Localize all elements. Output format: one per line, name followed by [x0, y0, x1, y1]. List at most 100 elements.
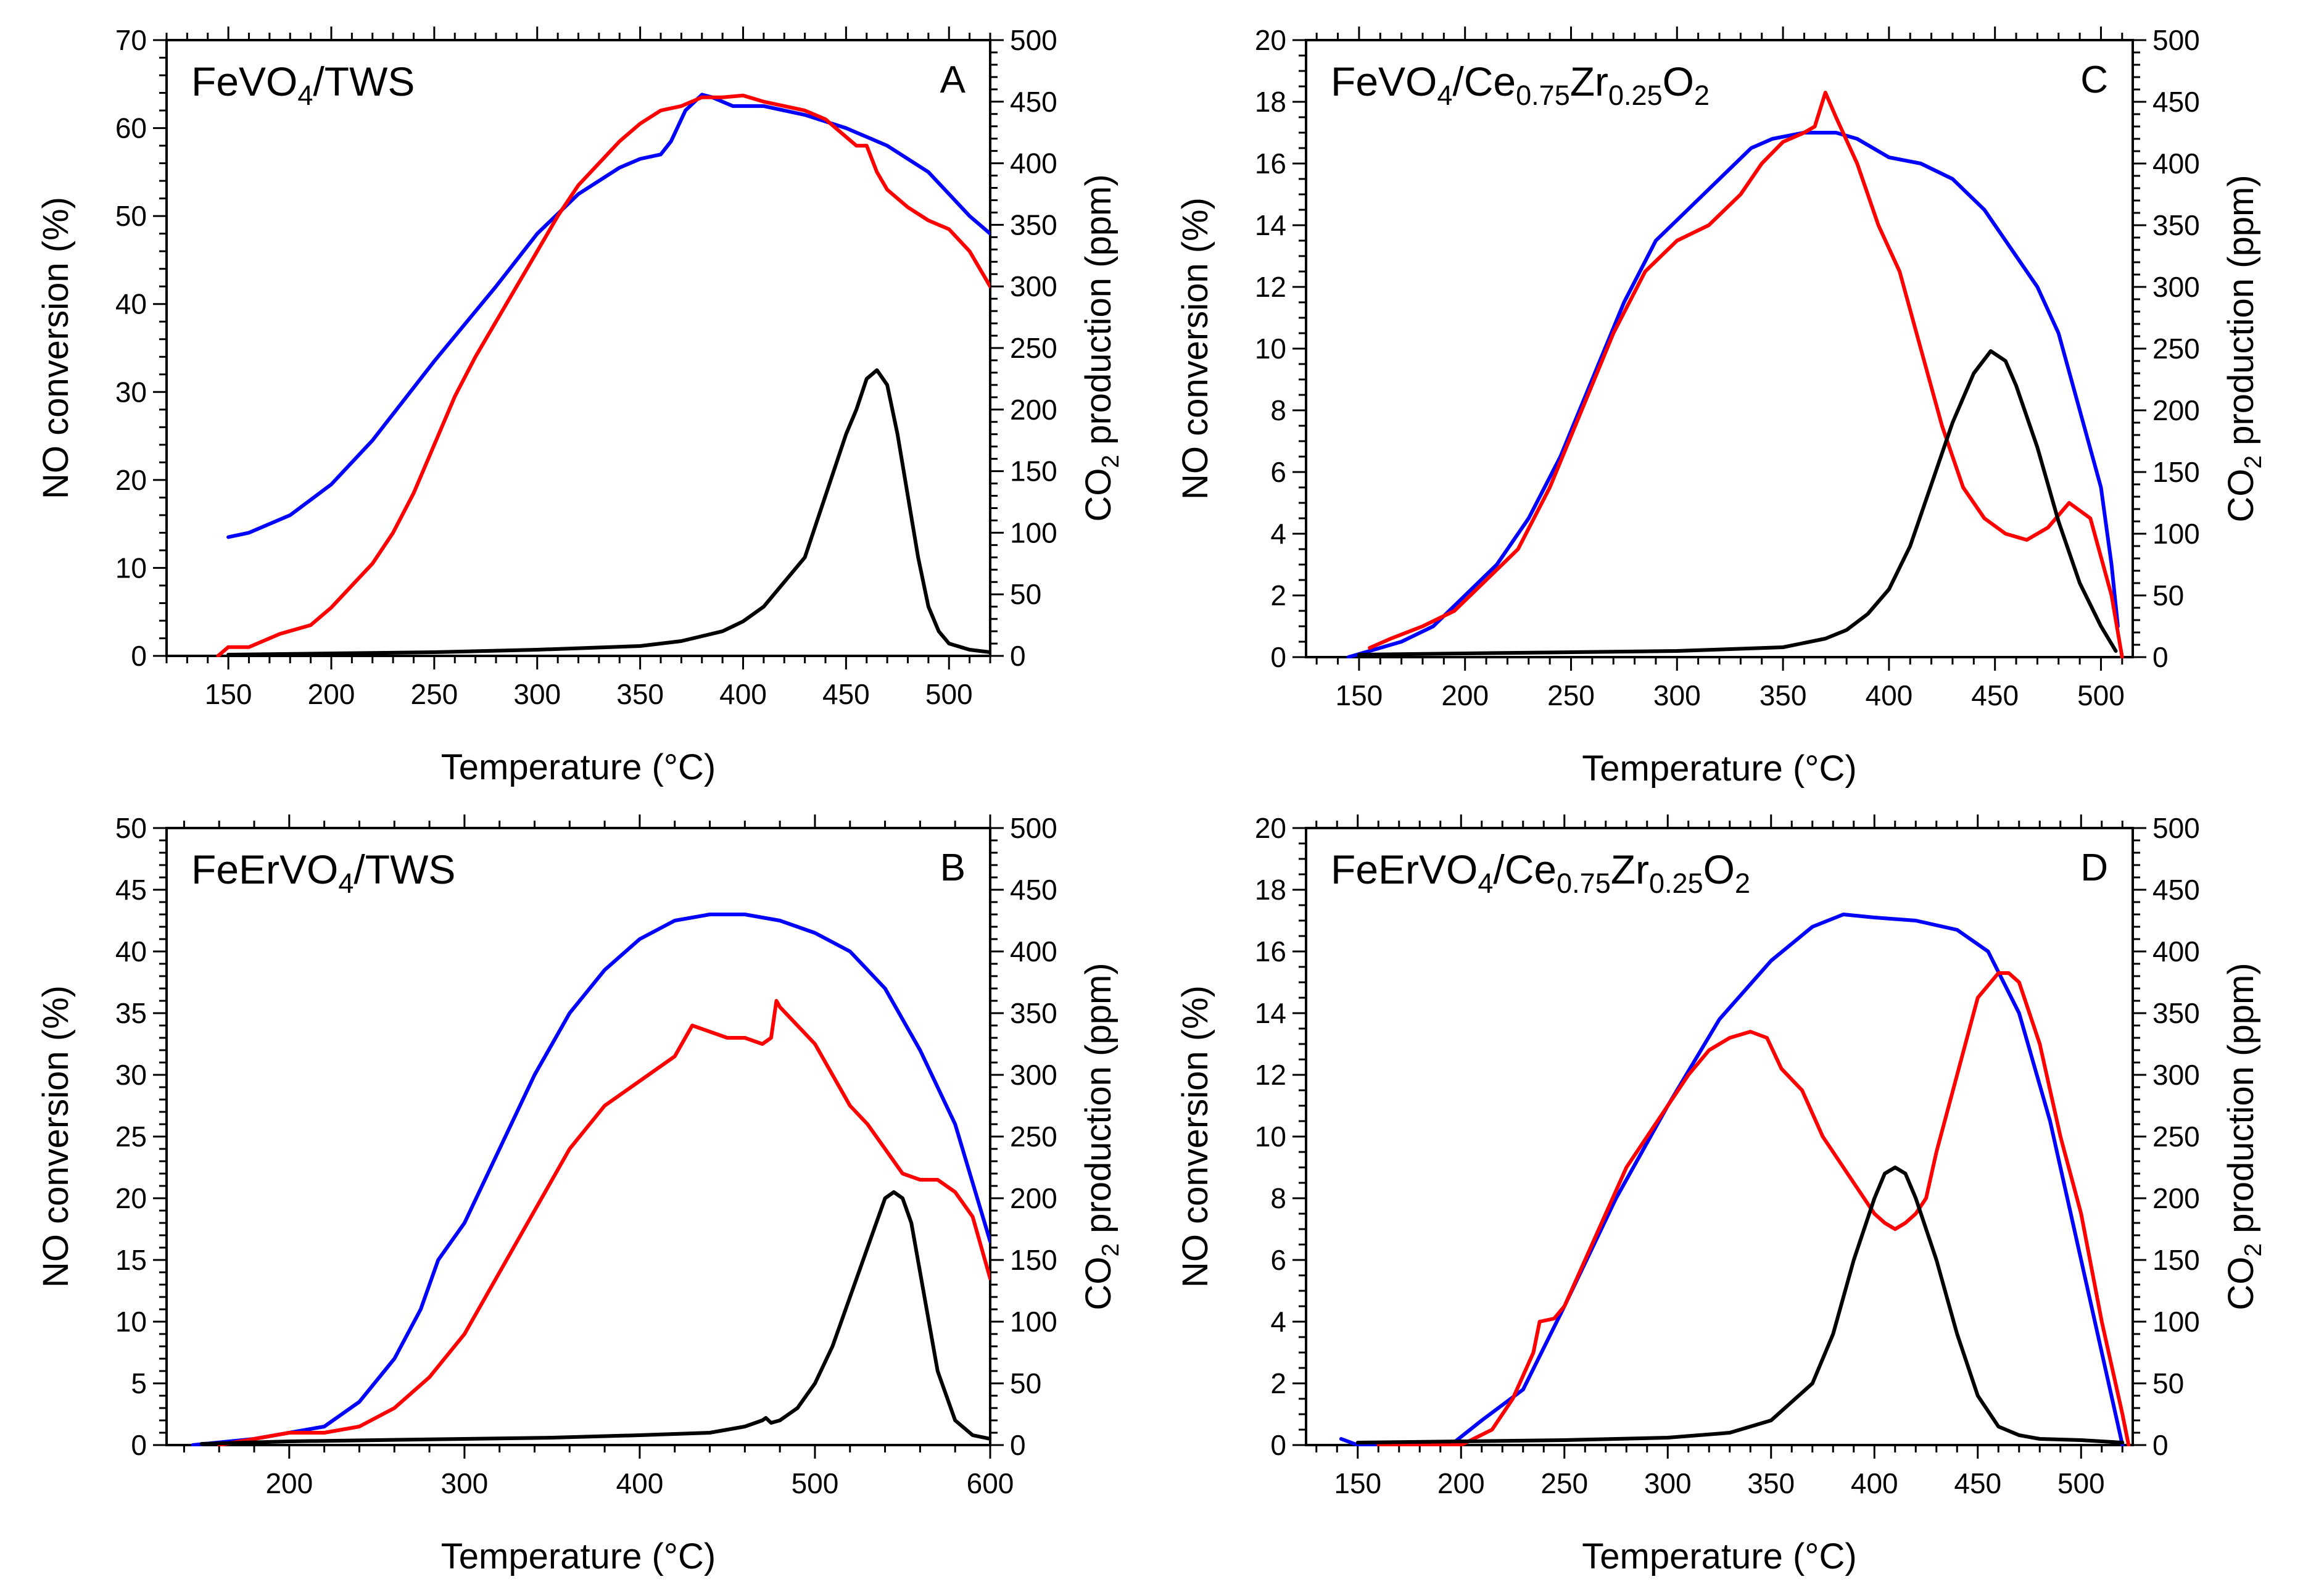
x-tick-label: 300 — [1653, 679, 1701, 711]
y-tick-label: 5 — [131, 1367, 147, 1399]
y-tick-label: 12 — [1255, 271, 1286, 303]
x-tick-label: 200 — [1441, 679, 1489, 711]
y-tick-label: 8 — [1270, 1182, 1286, 1214]
y2-tick-label: 250 — [2152, 333, 2200, 365]
y-tick-label: 40 — [115, 288, 147, 320]
panel-letter: B — [940, 847, 966, 889]
panel-title: FeErVO4​/Ce0.75​Zr0.25​O2​ — [1331, 847, 1750, 899]
x-tick-label: 300 — [440, 1467, 488, 1499]
y-tick-label: 12 — [1255, 1059, 1286, 1091]
y2-tick-label: 500 — [1010, 812, 1057, 844]
plot-frame — [165, 39, 991, 657]
y2-tick-label: 150 — [2152, 1244, 2200, 1276]
panel-letter: C — [2080, 59, 2108, 101]
y2-tick-label: 200 — [1010, 1182, 1057, 1214]
y-tick-label: 18 — [1255, 874, 1286, 906]
y-tick-label: 10 — [115, 552, 147, 584]
y2-tick-label: 150 — [1010, 1244, 1057, 1276]
plot-frame — [1305, 827, 2134, 1446]
y-tick-label: 20 — [1255, 812, 1286, 844]
y2-tick-label: 500 — [2152, 24, 2200, 56]
x-tick-label: 200 — [265, 1467, 313, 1499]
y-tick-label: 30 — [115, 1059, 147, 1091]
y-axis-label: NO conversion (%) — [36, 197, 76, 499]
x-axis-label: Temperature (°C) — [441, 747, 716, 787]
y-tick-label: 10 — [115, 1306, 147, 1338]
y-tick-label: 0 — [131, 640, 147, 672]
x-tick-label: 300 — [1644, 1467, 1692, 1499]
y-axis-label: NO conversion (%) — [36, 985, 76, 1288]
y-tick-label: 0 — [1270, 641, 1286, 673]
y2-tick-label: 200 — [2152, 1182, 2200, 1214]
y2-tick-label: 450 — [2152, 874, 2200, 906]
y2-tick-label: 350 — [1010, 997, 1057, 1029]
x-tick-label: 200 — [308, 678, 355, 710]
x-axis-label: Temperature (°C) — [1582, 748, 1856, 789]
y2-tick-label: 400 — [1010, 935, 1057, 967]
y2-tick-label: 300 — [2152, 1059, 2200, 1091]
y2-tick-label: 400 — [1010, 147, 1057, 180]
y2-tick-label: 350 — [1010, 209, 1057, 241]
y2-tick-label: 450 — [2152, 86, 2200, 118]
y-tick-label: 2 — [1270, 1367, 1286, 1399]
series-line-black — [226, 368, 990, 657]
y2-tick-label: 100 — [2152, 1306, 2200, 1338]
y2-tick-label: 250 — [2152, 1121, 2200, 1153]
y-tick-label: 40 — [115, 935, 147, 967]
y-tick-label: 6 — [1270, 456, 1286, 488]
x-tick-label: 400 — [616, 1467, 664, 1499]
y-tick-label: 35 — [115, 997, 147, 1029]
x-tick-label: 150 — [1334, 1467, 1381, 1499]
y2-tick-label: 450 — [1010, 86, 1057, 118]
y-tick-label: 50 — [115, 200, 147, 232]
y2-tick-label: 50 — [2152, 1367, 2184, 1399]
x-tick-label: 400 — [1865, 679, 1913, 711]
y-tick-label: 15 — [115, 1244, 147, 1276]
series-group — [1339, 913, 2131, 1446]
panel-letter: D — [2080, 847, 2108, 889]
y-axis-label: NO conversion (%) — [1175, 985, 1215, 1288]
x-tick-label: 250 — [411, 678, 458, 710]
x-tick-label: 450 — [822, 678, 870, 710]
x-tick-label: 350 — [616, 678, 664, 710]
y-axis-label: NO conversion (%) — [1175, 197, 1215, 500]
x-tick-label: 250 — [1547, 679, 1595, 711]
series-group — [216, 93, 990, 657]
panel-title: FeErVO4​/TWS — [191, 847, 455, 899]
y2-tick-label: 300 — [1010, 270, 1057, 302]
series-group — [191, 913, 990, 1446]
y-tick-label: 8 — [1270, 394, 1286, 426]
y-tick-label: 60 — [115, 112, 147, 144]
y2-tick-label: 500 — [2152, 812, 2200, 844]
x-tick-label: 350 — [1747, 1467, 1795, 1499]
y-tick-label: 10 — [1255, 1121, 1286, 1153]
series-line-red — [217, 999, 990, 1446]
y-tick-label: 16 — [1255, 147, 1286, 180]
x-tick-label: 250 — [1540, 1467, 1588, 1499]
panel-a: 150 200 250 300 350 400 450 500 0 10 20 30 40 50 60 70 0… — [36, 24, 1124, 787]
panel-letter: A — [940, 59, 966, 101]
x-tick-label: 150 — [1336, 679, 1383, 711]
x-tick-label: 500 — [925, 678, 973, 710]
y-tick-label: 14 — [1255, 209, 1286, 241]
y2-tick-label: 0 — [2152, 641, 2169, 673]
y-tick-label: 4 — [1270, 518, 1286, 550]
y2-tick-label: 300 — [2152, 271, 2200, 303]
y-tick-label: 4 — [1270, 1306, 1286, 1338]
y2-tick-label: 100 — [2152, 518, 2200, 550]
x-tick-label: 450 — [1954, 1467, 2001, 1499]
y-tick-label: 18 — [1255, 86, 1286, 118]
y-tick-label: 30 — [115, 376, 147, 408]
y-tick-label: 20 — [1255, 24, 1286, 56]
y-tick-label: 14 — [1255, 997, 1286, 1029]
series-line-black — [199, 1190, 990, 1446]
y2-tick-label: 100 — [1010, 1306, 1057, 1338]
y2-axis-label: CO2​ production (ppm) — [2221, 175, 2267, 522]
y2-tick-label: 150 — [2152, 456, 2200, 488]
y2-axis-label: CO2​ production (ppm) — [1078, 963, 1124, 1310]
y2-tick-label: 200 — [2152, 394, 2200, 426]
y-tick-label: 2 — [1270, 579, 1286, 611]
panel-b: 200 300 400 500 6000510152025303540455005010… — [36, 812, 1124, 1576]
panel-c: 150 200 250 300 350 400 450 5000246810121416182… — [1175, 24, 2267, 789]
